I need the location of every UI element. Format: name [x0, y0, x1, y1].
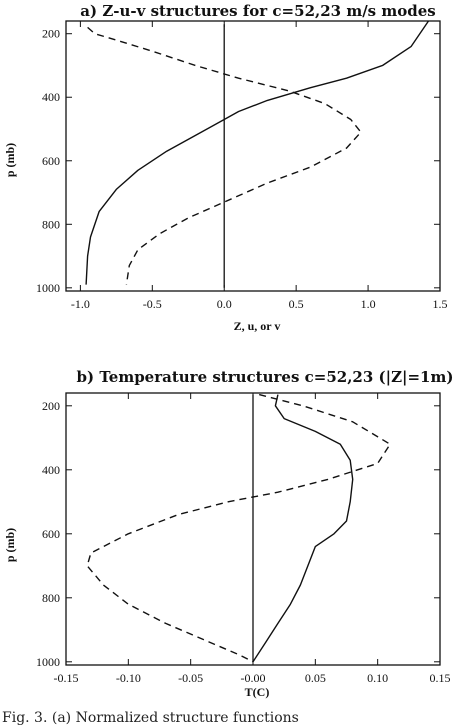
panel-a-xtick-label: -1.0	[71, 297, 90, 311]
panel-b-ytick-label: 1000	[36, 655, 60, 669]
panel-b-title: b) Temperature structures c=52,23 (|Z|=1…	[77, 368, 454, 386]
panel-b-xtick-label: -0.15	[54, 671, 79, 685]
panel-a-xtick-label: 1.5	[433, 297, 448, 311]
panel-a-series-solid-0	[85, 20, 430, 285]
panel-a-xtick-label: 0.5	[289, 297, 304, 311]
panel-b-ytick-label: 800	[42, 591, 60, 605]
panel-a: a) Z-u-v structures for c=52,23 m/s mode…	[3, 2, 448, 333]
panel-a-ytick-label: 800	[42, 217, 60, 231]
panel-b-ytick-label: 200	[42, 399, 60, 413]
panel-b-ytick-label: 400	[42, 463, 60, 477]
panel-a-ytick-label: 200	[42, 27, 60, 41]
panel-b-xlabel: T(C)	[245, 685, 270, 699]
panel-a-xtick-label: 1.0	[361, 297, 376, 311]
panel-a-ytick-label: 1000	[36, 281, 60, 295]
figure-caption: Fig. 3. (a) Normalized structure functio…	[2, 710, 299, 726]
panel-b-ticks: -0.15 -0.10 -0.05 -0.00 0.05 0.10 0.15 200 400 60…	[36, 393, 451, 685]
panel-b-series-dashed-1	[86, 393, 391, 663]
panel-a-title: a) Z-u-v structures for c=52,23 m/s mode…	[80, 2, 435, 20]
panel-b-xtick-label: 0.10	[367, 671, 388, 685]
panel-b-xtick-label: 0.15	[430, 671, 451, 685]
panel-a-xtick-label: -0.5	[143, 297, 162, 311]
panel-a-ytick-label: 400	[42, 90, 60, 104]
panel-a-lines	[85, 20, 430, 288]
panel-a-ylabel: p (mb)	[3, 143, 17, 177]
panel-b-xtick-label: -0.10	[116, 671, 141, 685]
panel-b: b) Temperature structures c=52,23 (|Z|=1…	[3, 368, 453, 699]
panel-b-ytick-label: 600	[42, 527, 60, 541]
panel-b-xtick-label: -0.00	[241, 671, 266, 685]
panel-b-lines	[86, 393, 391, 663]
panel-a-frame	[65, 20, 441, 292]
panel-b-xtick-label: 0.05	[305, 671, 326, 685]
panel-b-xtick-label: -0.05	[178, 671, 203, 685]
panel-a-ticks: -1.0 -0.5 0.0 0.5 1.0 1.5 200 400 600 800 1000	[36, 21, 448, 311]
panel-b-series-solid-0	[252, 394, 354, 663]
panel-a-ytick-label: 600	[42, 154, 60, 168]
panel-a-xlabel: Z, u, or v	[234, 319, 281, 333]
panel-b-ylabel: p (mb)	[3, 528, 17, 562]
panel-a-xtick-label: 0.0	[217, 297, 232, 311]
